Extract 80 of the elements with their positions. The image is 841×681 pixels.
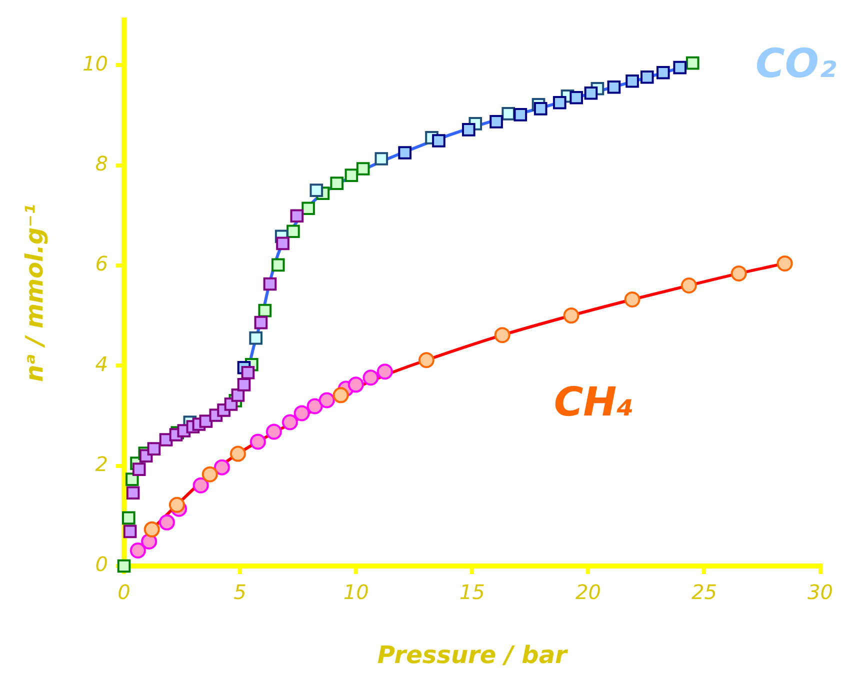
point <box>348 376 364 393</box>
point <box>330 176 344 190</box>
point <box>130 542 146 558</box>
point <box>570 90 584 104</box>
point <box>514 108 528 122</box>
point <box>624 292 640 308</box>
annotation: CO₂ <box>755 40 837 87</box>
point <box>563 308 580 324</box>
point <box>502 107 515 120</box>
point <box>147 442 161 456</box>
point <box>117 559 131 573</box>
point <box>356 162 370 176</box>
point <box>534 102 548 116</box>
point <box>730 265 747 282</box>
point <box>271 258 285 272</box>
point <box>490 115 503 128</box>
point <box>249 331 262 345</box>
point <box>680 277 697 294</box>
x-tick-label: 15 <box>459 580 485 604</box>
point <box>686 56 700 70</box>
point <box>552 96 566 110</box>
point <box>192 477 209 494</box>
x-tick-label: 30 <box>808 580 833 604</box>
x-tick-label: 25 <box>692 580 717 604</box>
point <box>626 74 639 88</box>
point <box>250 434 266 450</box>
y-tick-label: 8 <box>95 151 108 176</box>
point <box>310 184 324 197</box>
point <box>276 236 290 250</box>
point <box>122 511 136 525</box>
point <box>344 168 358 182</box>
point <box>282 414 298 430</box>
point <box>144 521 160 538</box>
point <box>214 459 230 476</box>
y-tick-label: 0 <box>95 552 108 576</box>
point <box>237 378 251 392</box>
point <box>286 224 300 238</box>
point <box>202 466 218 482</box>
point <box>318 392 335 408</box>
x-tick-label: 20 <box>575 580 601 604</box>
x-axis-title: Pressure / bar <box>377 640 570 669</box>
annotation: CH₄ <box>554 379 634 426</box>
point <box>294 405 310 422</box>
point <box>241 366 255 380</box>
point <box>168 496 185 513</box>
point <box>776 255 793 272</box>
point <box>230 446 246 462</box>
y-tick-label: 10 <box>82 51 108 76</box>
point <box>673 60 687 74</box>
point <box>290 209 304 223</box>
point <box>418 352 434 368</box>
point <box>432 134 446 148</box>
point <box>374 152 388 166</box>
y-tick-label: 4 <box>95 352 108 376</box>
point <box>258 304 272 318</box>
y-axis-title: nᵃ / mmol.g⁻¹ <box>20 204 49 382</box>
point <box>132 462 146 476</box>
point <box>494 327 510 344</box>
point <box>302 202 315 215</box>
point <box>123 524 137 538</box>
point <box>158 514 175 530</box>
point <box>266 424 282 440</box>
x-tick-label: 10 <box>343 580 369 604</box>
point <box>462 123 476 136</box>
y-tick-label: 2 <box>95 452 108 476</box>
point <box>126 486 140 500</box>
point <box>398 146 412 160</box>
y-tick-label: 6 <box>95 252 108 276</box>
point <box>306 398 323 414</box>
point <box>656 66 670 80</box>
x-tick-label: 0 <box>118 580 130 604</box>
point <box>607 80 621 94</box>
point <box>254 316 268 330</box>
point <box>362 370 379 386</box>
point <box>584 86 598 100</box>
x-tick-label: 5 <box>234 580 246 604</box>
point <box>640 70 654 84</box>
point <box>263 277 277 291</box>
point <box>376 364 393 380</box>
point <box>332 387 349 404</box>
